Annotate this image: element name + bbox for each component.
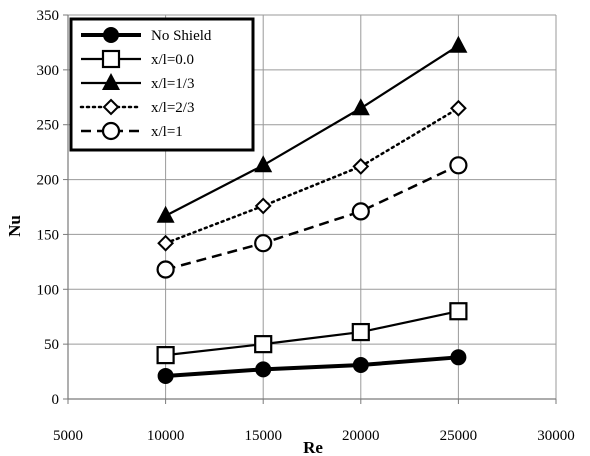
legend-label-x-l-1-3: x/l=1/3 bbox=[151, 76, 194, 92]
legend-label-x-l-2-3: x/l=2/3 bbox=[151, 100, 194, 116]
series-line-x-l-1-3 bbox=[165, 44, 459, 217]
x-tick-label-2: 15000 bbox=[244, 428, 282, 444]
data-point-no-shield-1 bbox=[255, 361, 272, 378]
series-line-x-l-1 bbox=[165, 164, 459, 271]
series-x-l-0-0 bbox=[156, 302, 468, 365]
y-tick-label-1: 50 bbox=[44, 337, 59, 353]
series-x-l-2-3 bbox=[157, 99, 467, 252]
data-point-no-shield-0 bbox=[157, 367, 174, 384]
y-tick-label-5: 250 bbox=[37, 118, 60, 134]
axes bbox=[63, 14, 557, 404]
series-layer bbox=[156, 35, 468, 384]
data-point-x-l-1-3-3 bbox=[449, 35, 468, 53]
data-point-x-l-1-3-2 bbox=[351, 98, 370, 116]
data-point-x-l-0-0-3 bbox=[449, 302, 468, 321]
data-point-x-l-1-0 bbox=[156, 260, 175, 279]
data-point-x-l-1-1 bbox=[254, 234, 273, 253]
data-point-x-l-1-3 bbox=[449, 156, 468, 175]
series-line-x-l-2-3 bbox=[164, 107, 460, 245]
data-point-x-l-1-3-1 bbox=[254, 155, 273, 173]
x-axis-title: Re bbox=[303, 438, 323, 456]
series-no-shield bbox=[157, 349, 467, 384]
data-point-x-l-0-0-1 bbox=[254, 335, 273, 354]
data-point-x-l-1-2 bbox=[351, 202, 370, 221]
x-tick-label-5: 30000 bbox=[537, 428, 575, 444]
y-tick-label-3: 150 bbox=[37, 227, 60, 243]
data-point-x-l-2-3-3 bbox=[449, 99, 467, 117]
y-tick-label-0: 0 bbox=[52, 392, 60, 408]
y-tick-label-4: 200 bbox=[37, 173, 60, 189]
x-tick-label-3: 20000 bbox=[342, 428, 380, 444]
legend-label-x-l-1: x/l=1 bbox=[151, 124, 183, 140]
series-x-l-1 bbox=[156, 156, 468, 279]
series-line-x-l-0-0 bbox=[165, 310, 459, 357]
data-point-x-l-0-0-2 bbox=[351, 322, 370, 342]
data-point-x-l-1-3-0 bbox=[156, 205, 175, 223]
legend-marker-x-l-1 bbox=[101, 121, 121, 141]
y-tick-label-6: 300 bbox=[37, 63, 60, 79]
legend-label-x-l-0-0: x/l=0.0 bbox=[151, 52, 194, 68]
x-tick-label-1: 10000 bbox=[147, 428, 185, 444]
data-point-x-l-2-3-2 bbox=[352, 157, 370, 175]
series-line-no-shield bbox=[165, 355, 459, 378]
y-tick-label-7: 350 bbox=[37, 8, 60, 24]
legend-marker-x-l-0-0 bbox=[101, 49, 121, 69]
legend: No Shield x/l=0.0 x/l=1/3 x/l=2/3 x/l=1 bbox=[69, 17, 255, 152]
data-point-no-shield-3 bbox=[450, 349, 467, 366]
tick-labels: 5000 10000 15000 20000 25000 30000 0 50 100 150 20… bbox=[37, 8, 575, 444]
y-tick-label-2: 100 bbox=[37, 282, 60, 298]
legend-marker-no-shield bbox=[103, 27, 119, 43]
legend-label-no-shield: No Shield bbox=[151, 28, 212, 44]
data-point-no-shield-2 bbox=[352, 356, 369, 373]
x-tick-label-0: 5000 bbox=[53, 428, 83, 444]
x-tick-label-4: 25000 bbox=[440, 428, 478, 444]
data-point-x-l-2-3-1 bbox=[254, 197, 272, 215]
y-axis-title: Nu bbox=[5, 215, 24, 237]
data-point-x-l-2-3-0 bbox=[157, 234, 175, 252]
legend-box bbox=[69, 17, 255, 152]
series-x-l-1-3 bbox=[156, 35, 468, 223]
data-point-x-l-0-0-0 bbox=[156, 346, 175, 365]
legend-marker-x-l-1-3 bbox=[102, 73, 120, 90]
legend-marker-x-l-2-3 bbox=[102, 98, 120, 116]
